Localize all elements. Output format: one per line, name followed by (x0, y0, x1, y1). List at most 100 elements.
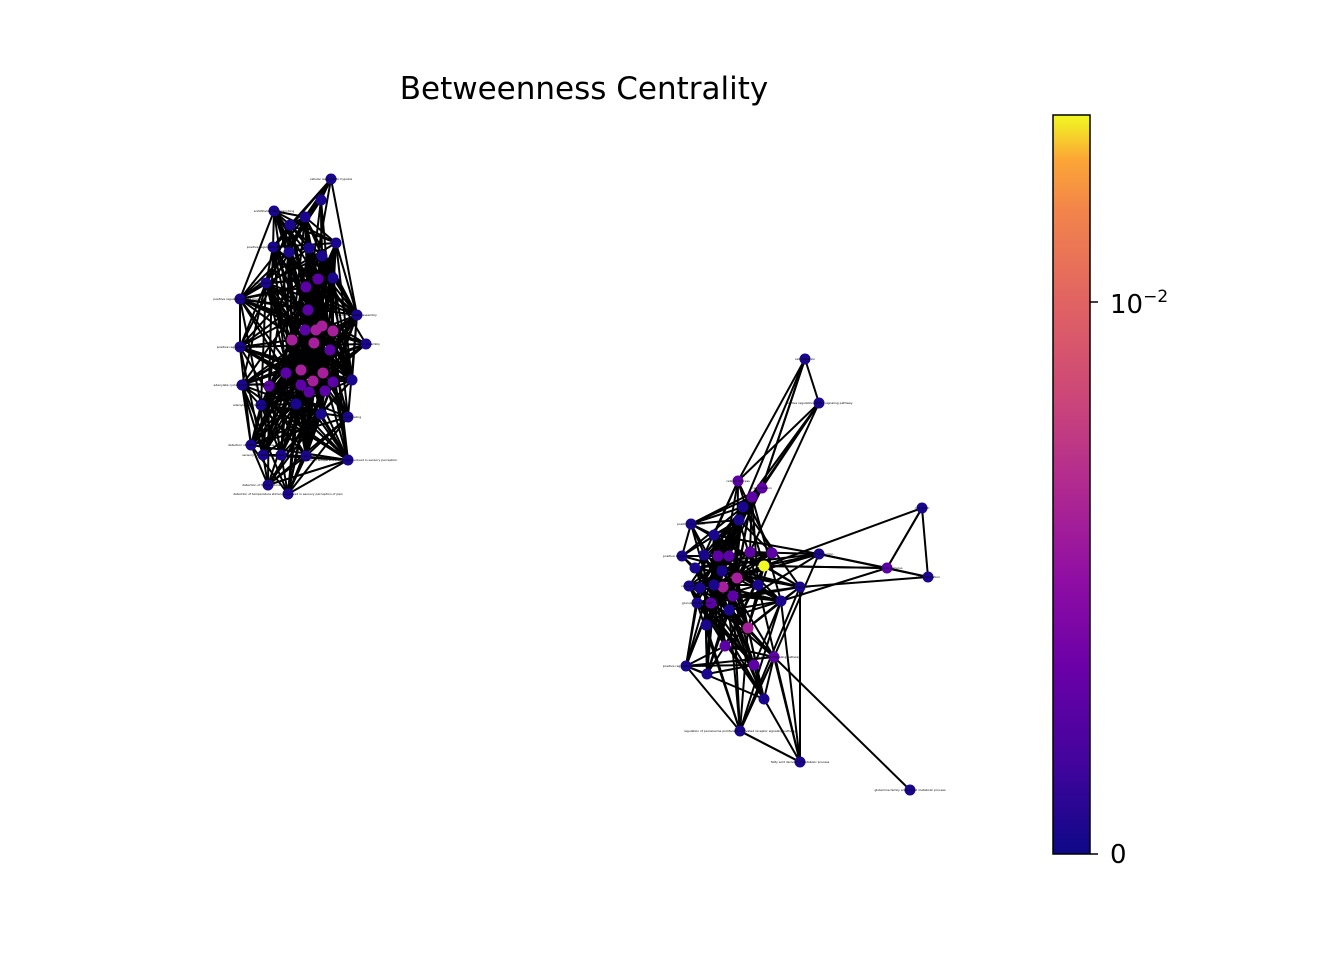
network-edge (239, 309, 309, 348)
left-cluster-node-29 (263, 380, 275, 392)
network-edge (763, 698, 801, 763)
left-cluster-node-7 (283, 246, 295, 258)
network-edge (239, 298, 306, 331)
right-cluster-node-31 (700, 619, 712, 631)
network-edge (332, 277, 358, 316)
network-edge (732, 586, 801, 597)
network-edge (685, 665, 765, 700)
node-label: positive regulation of secretion (217, 345, 264, 349)
network-edge (685, 645, 726, 667)
node-label: protein complex assembly (337, 313, 377, 317)
left-cluster-node-35 (255, 399, 267, 411)
network-edge (267, 390, 326, 486)
node-label: receptor assembly (352, 342, 380, 346)
right-cluster-node-7 (685, 518, 697, 530)
node-label: nervous system signaling pathway (748, 655, 800, 659)
left-cluster-node-42 (300, 450, 312, 462)
right-cluster-node-11 (712, 550, 724, 562)
left-cluster-node-39 (245, 439, 257, 451)
left-cluster-node-23 (234, 341, 246, 353)
right-cluster-node-36 (768, 651, 780, 663)
network-edge (332, 381, 349, 461)
left-cluster-node-32 (346, 374, 358, 386)
left-cluster-node-10 (260, 277, 272, 289)
chart-title: Betweenness Centrality (400, 71, 769, 107)
left-cluster-node-18 (327, 325, 339, 337)
network-edges (239, 178, 929, 791)
network-edge (690, 519, 740, 525)
left-cluster-node-12 (312, 273, 324, 285)
right-cluster-node-18 (716, 565, 728, 577)
network-edge (681, 523, 692, 557)
network-edge (763, 565, 888, 569)
left-cluster-node-6 (267, 241, 279, 253)
network-edge (739, 730, 801, 763)
left-cluster-node-25 (317, 367, 329, 379)
right-cluster-node-29 (775, 595, 787, 607)
network-edge (239, 247, 310, 300)
node-label: cell adhesion (752, 486, 772, 490)
left-cluster-node-33 (303, 386, 315, 398)
node-label: positive regulation of cell (663, 554, 701, 558)
right-cluster-node-39 (794, 756, 806, 768)
left-cluster-node-27 (307, 375, 319, 387)
node-label: glutamine family amino acid metabolic pr… (874, 788, 946, 792)
right-cluster-node-16 (758, 560, 770, 572)
network-edge (332, 330, 349, 461)
network-edge (688, 552, 773, 587)
network-edge (696, 602, 765, 700)
node-label: detection of temperature stimulus (242, 483, 294, 487)
left-cluster-node-26 (280, 367, 292, 379)
network-edge (694, 553, 820, 569)
network-edge (241, 278, 319, 386)
network-edge (739, 627, 749, 732)
right-cluster-node-17 (689, 562, 701, 574)
network-edge (335, 242, 358, 316)
network-edge (705, 624, 741, 732)
left-cluster-node-4 (299, 211, 311, 223)
left-cluster-node-40 (257, 449, 269, 461)
right-cluster-node-2 (732, 475, 744, 487)
right-cluster-node-30 (742, 622, 754, 634)
node-label: detection of chemical stimulus (228, 443, 275, 447)
node-label: cellular response to hypoxia (310, 177, 352, 181)
node-label: endothelial tube branching (254, 209, 295, 213)
network-edge (324, 390, 349, 418)
network-edge (757, 584, 801, 763)
node-label: positive regulation of Wnt signaling pat… (785, 401, 852, 405)
left-cluster-node-9 (316, 250, 328, 262)
right-cluster-node-15 (813, 548, 825, 560)
network-edge (763, 553, 820, 567)
right-cluster-node-23 (708, 579, 720, 591)
node-label: response to stimulus (871, 566, 903, 570)
colorbar-gradient (1052, 114, 1091, 855)
node-label: positive regulation of angiogenesis (247, 245, 300, 249)
node-label: dopamine transport (251, 281, 282, 285)
node-label: positive signaling (335, 415, 361, 419)
network-edge (886, 567, 929, 578)
right-cluster-node-35 (748, 659, 760, 671)
network-edge (260, 404, 349, 461)
right-cluster-node-12 (723, 550, 735, 562)
node-label: signal transduction (805, 552, 834, 556)
left-cluster-node-21 (324, 344, 336, 356)
node-label: adenylate cyclase-inhibiting pathway (233, 403, 289, 407)
network-edge (737, 402, 820, 482)
network-edge (742, 506, 801, 588)
node-label: fatty acid derivative metabolic process (771, 760, 830, 764)
left-cluster-node-45 (282, 488, 294, 500)
right-cluster-node-9 (676, 550, 688, 562)
network-edge (732, 595, 765, 700)
right-cluster-node-22 (683, 580, 695, 592)
right-cluster-node-41 (916, 502, 928, 514)
network-edge (722, 552, 773, 588)
network-edge (780, 567, 888, 602)
colorbar-tick-label-high: 10−2 (1110, 287, 1168, 320)
right-cluster-node-26 (691, 597, 703, 609)
network-edge (262, 329, 317, 456)
network-edge (685, 656, 775, 667)
network-edge (739, 656, 775, 732)
left-cluster-node-3 (284, 219, 296, 231)
network-edge (818, 553, 888, 569)
network-edge (280, 403, 297, 456)
